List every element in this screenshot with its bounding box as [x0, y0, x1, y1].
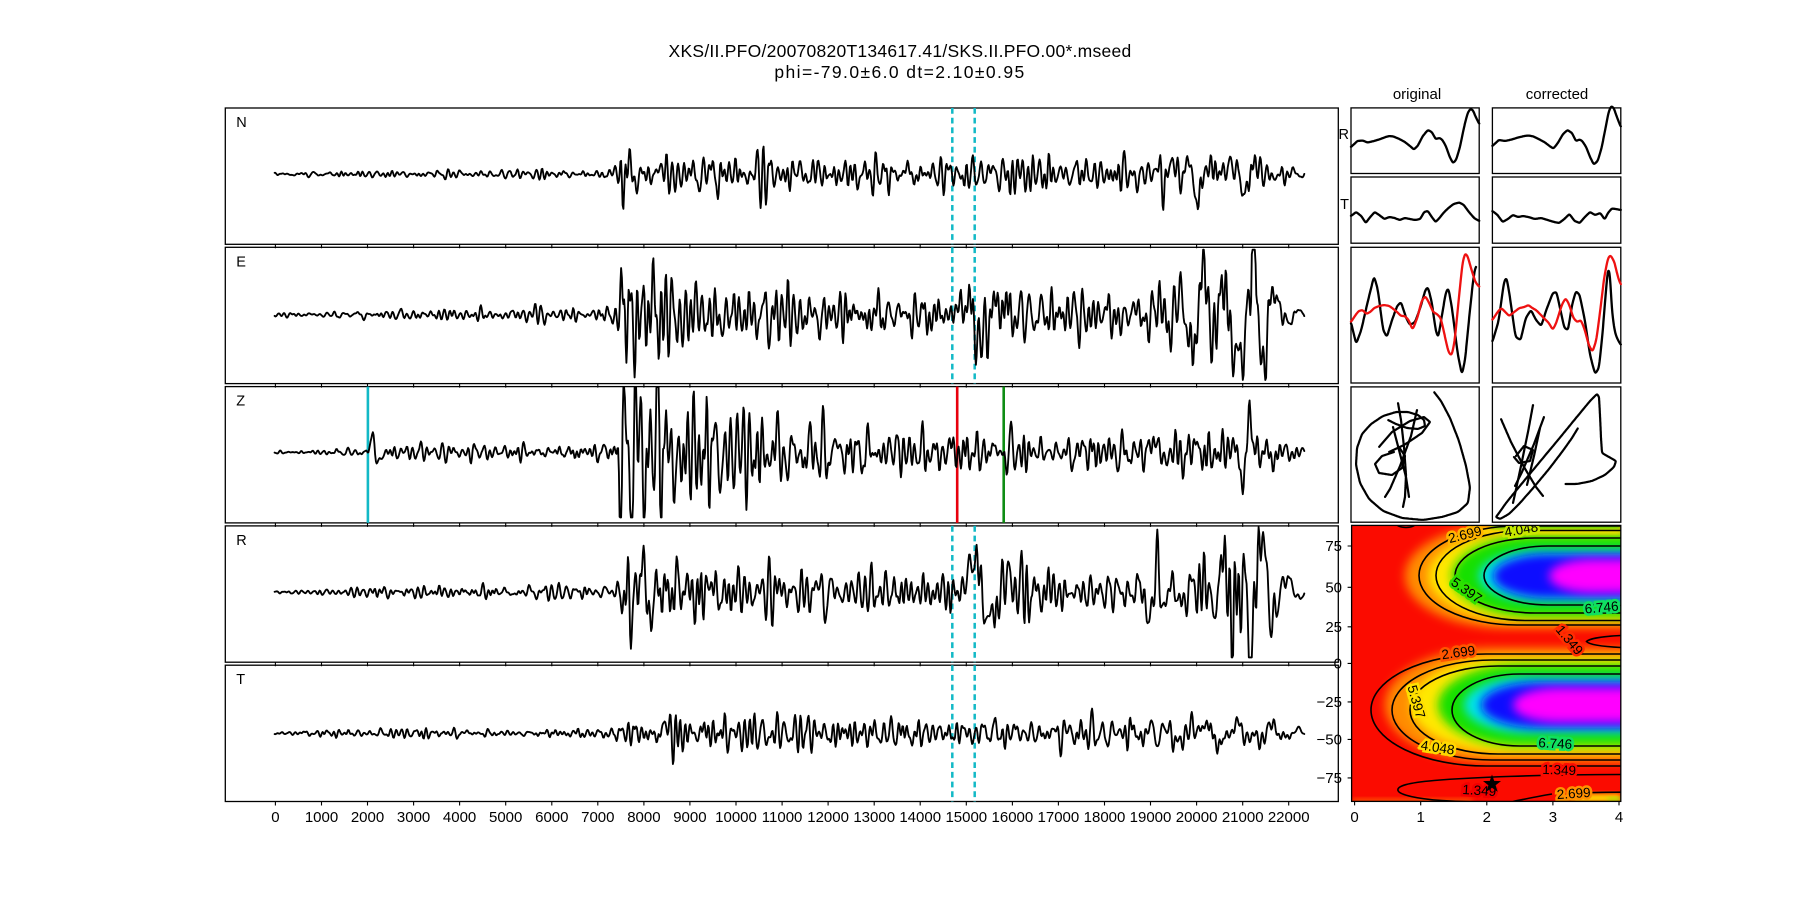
svg-text:XKS/II.PFO/20070820T134617.41/: XKS/II.PFO/20070820T134617.41/SKS.II.PFO… [669, 41, 1132, 61]
svg-text:50: 50 [1325, 579, 1342, 596]
svg-text:E: E [236, 254, 246, 270]
svg-text:3000: 3000 [397, 809, 430, 826]
svg-text:1.349: 1.349 [1542, 762, 1576, 778]
svg-text:4: 4 [1615, 809, 1623, 826]
svg-text:1: 1 [1417, 809, 1425, 826]
svg-text:2000: 2000 [351, 809, 384, 826]
svg-text:7000: 7000 [581, 809, 614, 826]
svg-text:14000: 14000 [899, 809, 941, 826]
svg-text:T: T [1340, 197, 1349, 213]
svg-text:R: R [236, 533, 246, 549]
svg-text:2.699: 2.699 [1556, 785, 1591, 802]
svg-text:4000: 4000 [443, 809, 476, 826]
svg-text:−25: −25 [1317, 694, 1342, 711]
svg-text:21000: 21000 [1222, 809, 1264, 826]
svg-text:5000: 5000 [489, 809, 522, 826]
svg-text:75: 75 [1325, 538, 1342, 555]
svg-text:T: T [236, 672, 245, 688]
svg-text:−50: −50 [1317, 731, 1342, 748]
svg-text:1000: 1000 [305, 809, 338, 826]
svg-text:corrected: corrected [1526, 86, 1589, 103]
svg-text:6.746: 6.746 [1538, 735, 1573, 752]
svg-text:19000: 19000 [1130, 809, 1172, 826]
svg-text:16000: 16000 [992, 809, 1034, 826]
svg-text:15000: 15000 [945, 809, 987, 826]
svg-text:13000: 13000 [853, 809, 895, 826]
svg-text:−75: −75 [1317, 770, 1342, 787]
svg-text:22000: 22000 [1268, 809, 1310, 826]
svg-text:6.746: 6.746 [1584, 599, 1619, 617]
svg-text:9000: 9000 [673, 809, 706, 826]
svg-text:8000: 8000 [627, 809, 660, 826]
svg-text:0: 0 [1334, 655, 1342, 672]
svg-text:20000: 20000 [1176, 809, 1218, 826]
svg-text:R: R [1339, 127, 1349, 143]
svg-text:10000: 10000 [715, 809, 757, 826]
svg-text:phi=-79.0±6.0 dt=2.10±0.95: phi=-79.0±6.0 dt=2.10±0.95 [774, 62, 1025, 82]
svg-text:Z: Z [236, 394, 245, 410]
svg-text:17000: 17000 [1038, 809, 1080, 826]
svg-text:12000: 12000 [807, 809, 849, 826]
svg-text:18000: 18000 [1084, 809, 1126, 826]
svg-text:25: 25 [1325, 619, 1342, 636]
svg-text:N: N [236, 115, 246, 131]
svg-text:3: 3 [1549, 809, 1557, 826]
svg-text:0: 0 [1350, 809, 1358, 826]
svg-text:0: 0 [271, 809, 279, 826]
svg-text:2: 2 [1483, 809, 1491, 826]
svg-text:11000: 11000 [762, 809, 803, 826]
svg-text:6000: 6000 [535, 809, 568, 826]
svg-text:original: original [1393, 86, 1441, 103]
